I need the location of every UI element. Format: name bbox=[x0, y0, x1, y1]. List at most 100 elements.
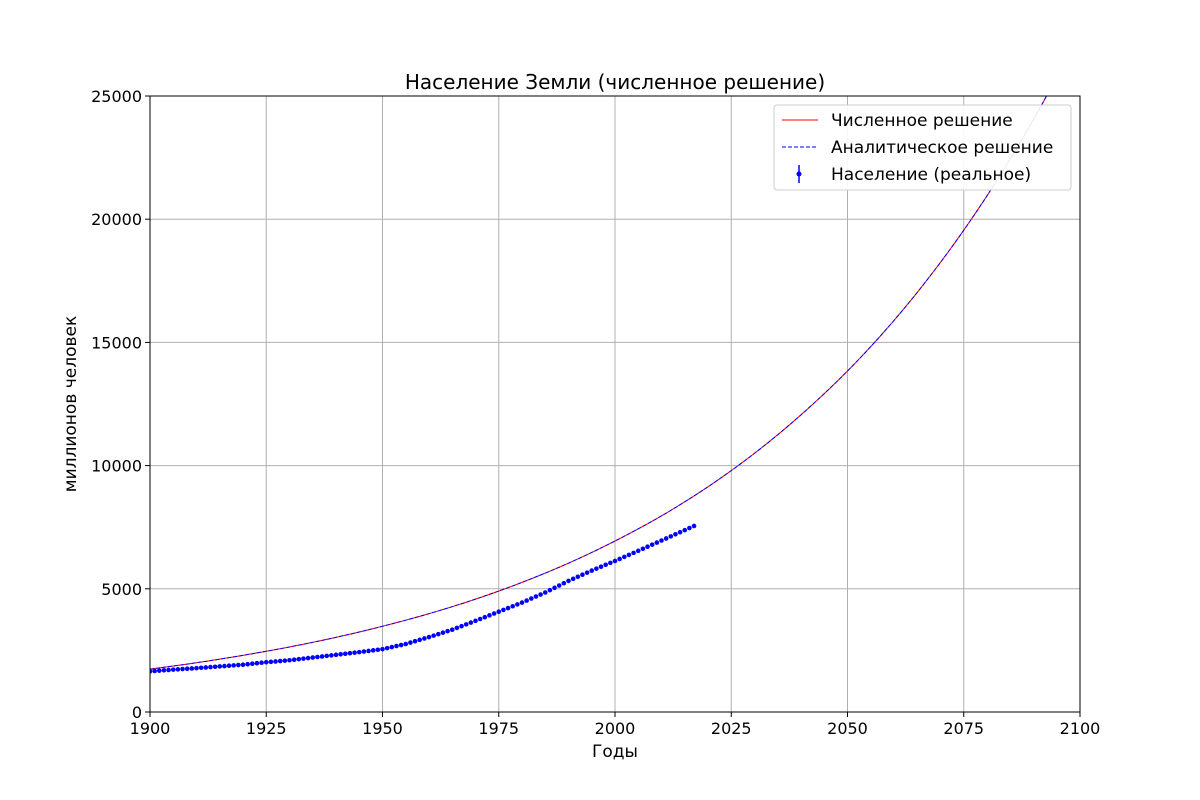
real-population-point bbox=[152, 668, 157, 674]
real-population-point bbox=[189, 666, 195, 671]
real-population-point bbox=[170, 667, 176, 672]
real-population-point bbox=[538, 592, 543, 597]
real-population-point bbox=[250, 661, 255, 667]
chart-title: Население Земли (численное решение) bbox=[405, 70, 825, 94]
x-tick-label: 2025 bbox=[711, 719, 752, 738]
real-population-point bbox=[440, 630, 446, 635]
real-population-point bbox=[319, 654, 325, 659]
real-population-point bbox=[287, 657, 292, 663]
real-population-point bbox=[431, 633, 436, 638]
x-axis: 1900 1925 1950 1975 2000 2025 2050 2075 2100 bbox=[130, 712, 1101, 738]
y-tick-label: 10000 bbox=[91, 457, 142, 476]
real-population-point bbox=[236, 662, 241, 668]
x-tick-label: 2075 bbox=[943, 719, 984, 738]
real-population-point bbox=[677, 529, 683, 535]
real-population-point bbox=[487, 613, 492, 618]
real-population-point bbox=[394, 643, 399, 649]
real-population-point bbox=[384, 645, 390, 651]
real-population-point bbox=[212, 664, 218, 670]
real-population-point bbox=[343, 651, 348, 657]
real-population-point bbox=[603, 562, 608, 568]
real-population-point bbox=[315, 654, 320, 660]
real-population-point bbox=[491, 611, 497, 616]
real-population-point bbox=[184, 666, 190, 672]
real-population-point bbox=[208, 664, 213, 670]
real-population-point bbox=[617, 556, 622, 562]
real-population-point bbox=[324, 653, 330, 659]
real-population-point bbox=[654, 540, 660, 545]
real-population-point bbox=[552, 585, 557, 591]
real-population-point bbox=[473, 618, 478, 624]
real-population-point bbox=[296, 656, 302, 662]
real-population-point bbox=[436, 631, 441, 637]
real-population-point bbox=[477, 616, 483, 622]
real-population-point bbox=[347, 650, 353, 656]
real-population-point bbox=[556, 583, 562, 588]
y-tick-label: 0 bbox=[132, 703, 142, 722]
real-population-point bbox=[273, 659, 278, 664]
real-population-point bbox=[175, 667, 181, 672]
x-tick-label: 1925 bbox=[246, 719, 287, 738]
real-population-point bbox=[259, 660, 264, 666]
real-population-point bbox=[529, 596, 534, 601]
real-population-point bbox=[445, 628, 450, 634]
plot-area bbox=[150, 96, 1048, 674]
real-population-point bbox=[566, 578, 571, 584]
real-population-point bbox=[268, 659, 274, 665]
real-population-point bbox=[366, 648, 371, 654]
real-population-point bbox=[150, 669, 153, 674]
analytic-solution-line bbox=[150, 96, 1048, 670]
real-population-point bbox=[301, 656, 306, 661]
real-population-point bbox=[649, 542, 655, 547]
real-population-point bbox=[226, 663, 232, 669]
real-population-point bbox=[691, 523, 697, 529]
real-population-point bbox=[589, 568, 595, 573]
real-population-point bbox=[612, 558, 618, 564]
x-tick-label: 2100 bbox=[1060, 719, 1101, 738]
real-population-point bbox=[412, 638, 418, 644]
real-population-point bbox=[194, 665, 199, 671]
real-population-point bbox=[449, 627, 455, 632]
legend-box bbox=[773, 104, 1072, 191]
real-population-point bbox=[310, 655, 316, 660]
real-population-point bbox=[482, 614, 488, 620]
real-population-point bbox=[519, 600, 525, 605]
legend-swatch-real-marker bbox=[796, 171, 802, 177]
x-tick-label: 1950 bbox=[362, 719, 403, 738]
real-population-point bbox=[282, 658, 288, 663]
real-population-point bbox=[157, 668, 162, 673]
real-population-point bbox=[454, 625, 460, 631]
real-population-point bbox=[682, 527, 688, 533]
real-population-point bbox=[422, 636, 427, 641]
real-population-point bbox=[594, 566, 599, 571]
real-population-point bbox=[426, 634, 432, 640]
y-axis: 0 5000 10000 15000 20000 25000 bbox=[91, 87, 150, 722]
real-population-point bbox=[622, 554, 627, 560]
real-population-point bbox=[668, 534, 674, 539]
real-population-point bbox=[198, 665, 204, 671]
legend: Численное решение Аналитическое решение … bbox=[773, 104, 1072, 191]
legend-label-real: Население (реальное) bbox=[831, 165, 1031, 185]
real-population-point bbox=[496, 609, 502, 615]
real-population-point bbox=[222, 663, 227, 669]
y-tick-label: 25000 bbox=[91, 87, 142, 106]
real-population-point bbox=[505, 605, 511, 611]
real-population-point bbox=[305, 655, 311, 661]
real-population-point bbox=[161, 668, 167, 673]
x-tick-label: 2000 bbox=[595, 719, 636, 738]
real-population-point bbox=[626, 552, 632, 558]
legend-label-analytic: Аналитическое решение bbox=[831, 138, 1053, 158]
y-tick-label: 15000 bbox=[91, 333, 142, 352]
real-population-point bbox=[166, 667, 171, 673]
real-population-point bbox=[687, 525, 692, 531]
real-population-point bbox=[645, 544, 650, 550]
real-population-point bbox=[180, 666, 185, 672]
real-population-point bbox=[584, 570, 590, 575]
real-population-point bbox=[561, 580, 567, 586]
real-population-point bbox=[352, 650, 357, 655]
real-population-point bbox=[203, 665, 209, 670]
real-population-point bbox=[380, 646, 385, 652]
real-population-point bbox=[547, 587, 553, 593]
real-population-point bbox=[408, 640, 413, 645]
